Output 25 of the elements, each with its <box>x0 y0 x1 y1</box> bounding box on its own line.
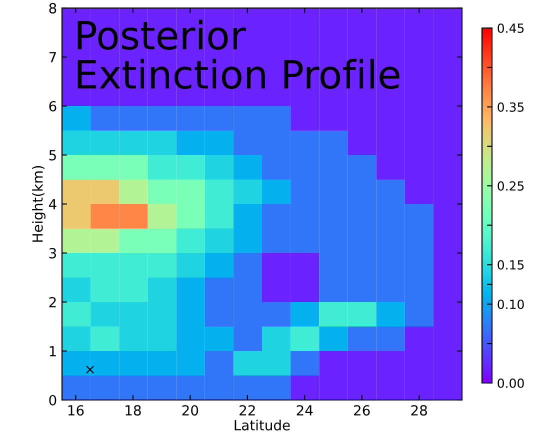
y-tick-label: 4 <box>48 199 56 210</box>
x-tick-label: 20 <box>182 405 198 416</box>
x-tick-label: 18 <box>126 405 141 416</box>
x-axis-title: Latitude <box>234 420 290 430</box>
y-axis-title: Height(km) <box>32 166 46 242</box>
text: Posterior Extinction Profile <box>78 20 400 89</box>
y-tick-label: 2 <box>49 296 56 308</box>
y-tick-label: 1 <box>50 346 56 356</box>
color-bar-label: 0.00 <box>498 378 524 388</box>
color-bar-label: 0.10 <box>498 300 524 310</box>
color-bar-label: 0.45 <box>498 23 524 33</box>
y-tick-label: 7 <box>49 52 56 62</box>
color-bar-label: 0.25 <box>498 181 524 191</box>
x-tick-label: 22 <box>240 405 255 416</box>
color-bar-label: 0.35 <box>498 102 524 112</box>
x-tick-label: 24 <box>296 405 313 416</box>
y-tick-label: 0 <box>49 394 56 406</box>
x-tick-label: 16 <box>68 405 84 416</box>
color-bar-label: 0.15 <box>498 260 524 270</box>
x-tick-label: 28 <box>411 405 427 416</box>
y-tick-label: 3 <box>49 248 56 258</box>
x-tick-label: 26 <box>354 405 370 416</box>
y-tick-label: 8 <box>49 2 56 14</box>
y-tick-label: 6 <box>49 100 56 112</box>
y-tick-label: 5 <box>49 150 56 160</box>
